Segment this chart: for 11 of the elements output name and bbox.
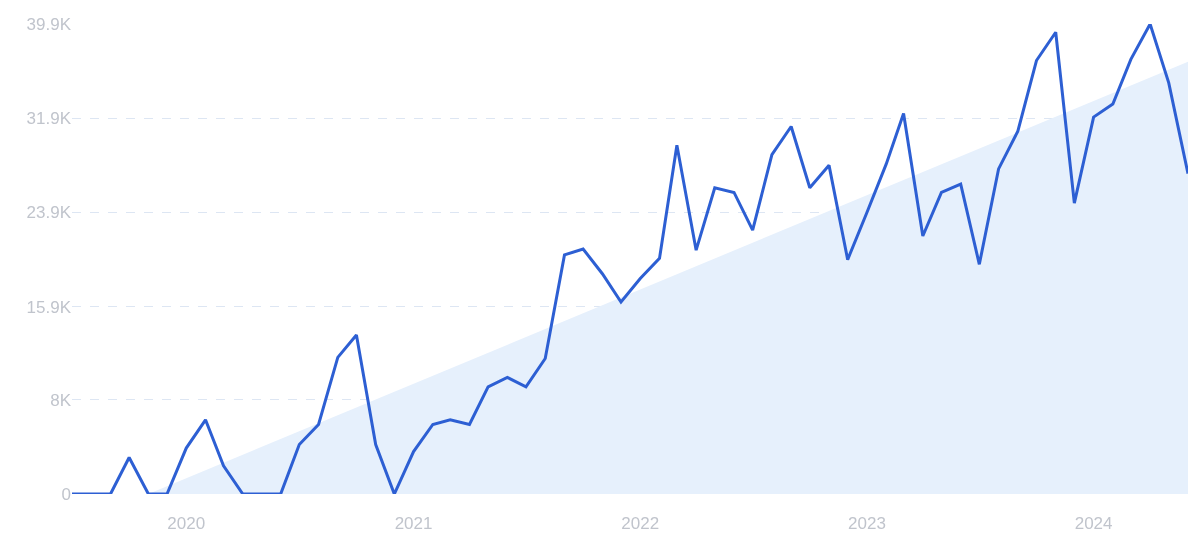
y-tick-label: 31.9K xyxy=(26,109,72,129)
y-tick-label: 23.9K xyxy=(26,203,72,223)
y-tick-label: 8K xyxy=(50,390,72,410)
x-tick-label: 2020 xyxy=(167,514,206,534)
x-tick-label: 2022 xyxy=(621,514,660,534)
x-tick-label: 2021 xyxy=(394,514,433,534)
y-tick-label: 0 xyxy=(61,484,71,504)
x-tick-label: 2023 xyxy=(848,514,886,534)
x-tick-label: 2024 xyxy=(1074,514,1113,534)
y-tick-label: 15.9K xyxy=(26,297,72,317)
y-tick-label: 39.9K xyxy=(26,14,72,34)
